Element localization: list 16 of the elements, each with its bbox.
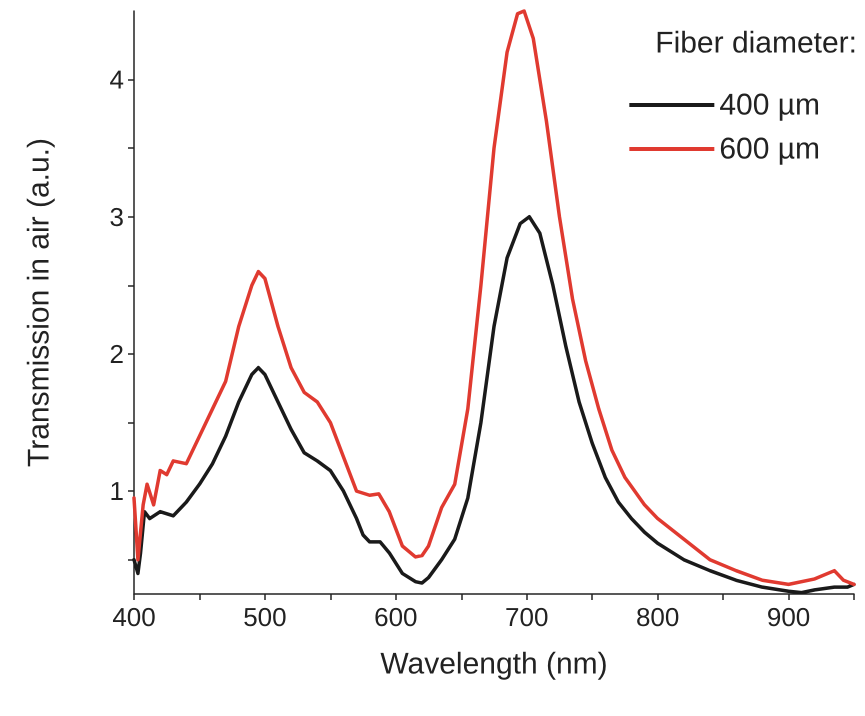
legend-label: 400 µm: [719, 88, 820, 122]
x-tick-label: 900: [766, 602, 810, 632]
y-tick-label: 3: [110, 202, 124, 232]
line-series: [132, 9, 856, 586]
y-tick-label: 4: [110, 64, 124, 95]
y-axis-title: Transmission in air (a.u.): [22, 138, 56, 467]
legend-label: 600 µm: [719, 132, 820, 166]
y-tick-label: 2: [110, 338, 124, 369]
legend-title: Fiber diameter:: [655, 26, 858, 60]
y-tick-label: 1: [110, 476, 124, 506]
x-tick-label: 500: [243, 602, 287, 632]
x-tick-label: 400: [112, 602, 156, 632]
x-axis-title: Wavelength (nm): [380, 648, 608, 680]
x-tick-label: 800: [636, 602, 680, 632]
x-tick-label: 600: [374, 602, 418, 632]
x-tick-label: 700: [505, 602, 548, 632]
